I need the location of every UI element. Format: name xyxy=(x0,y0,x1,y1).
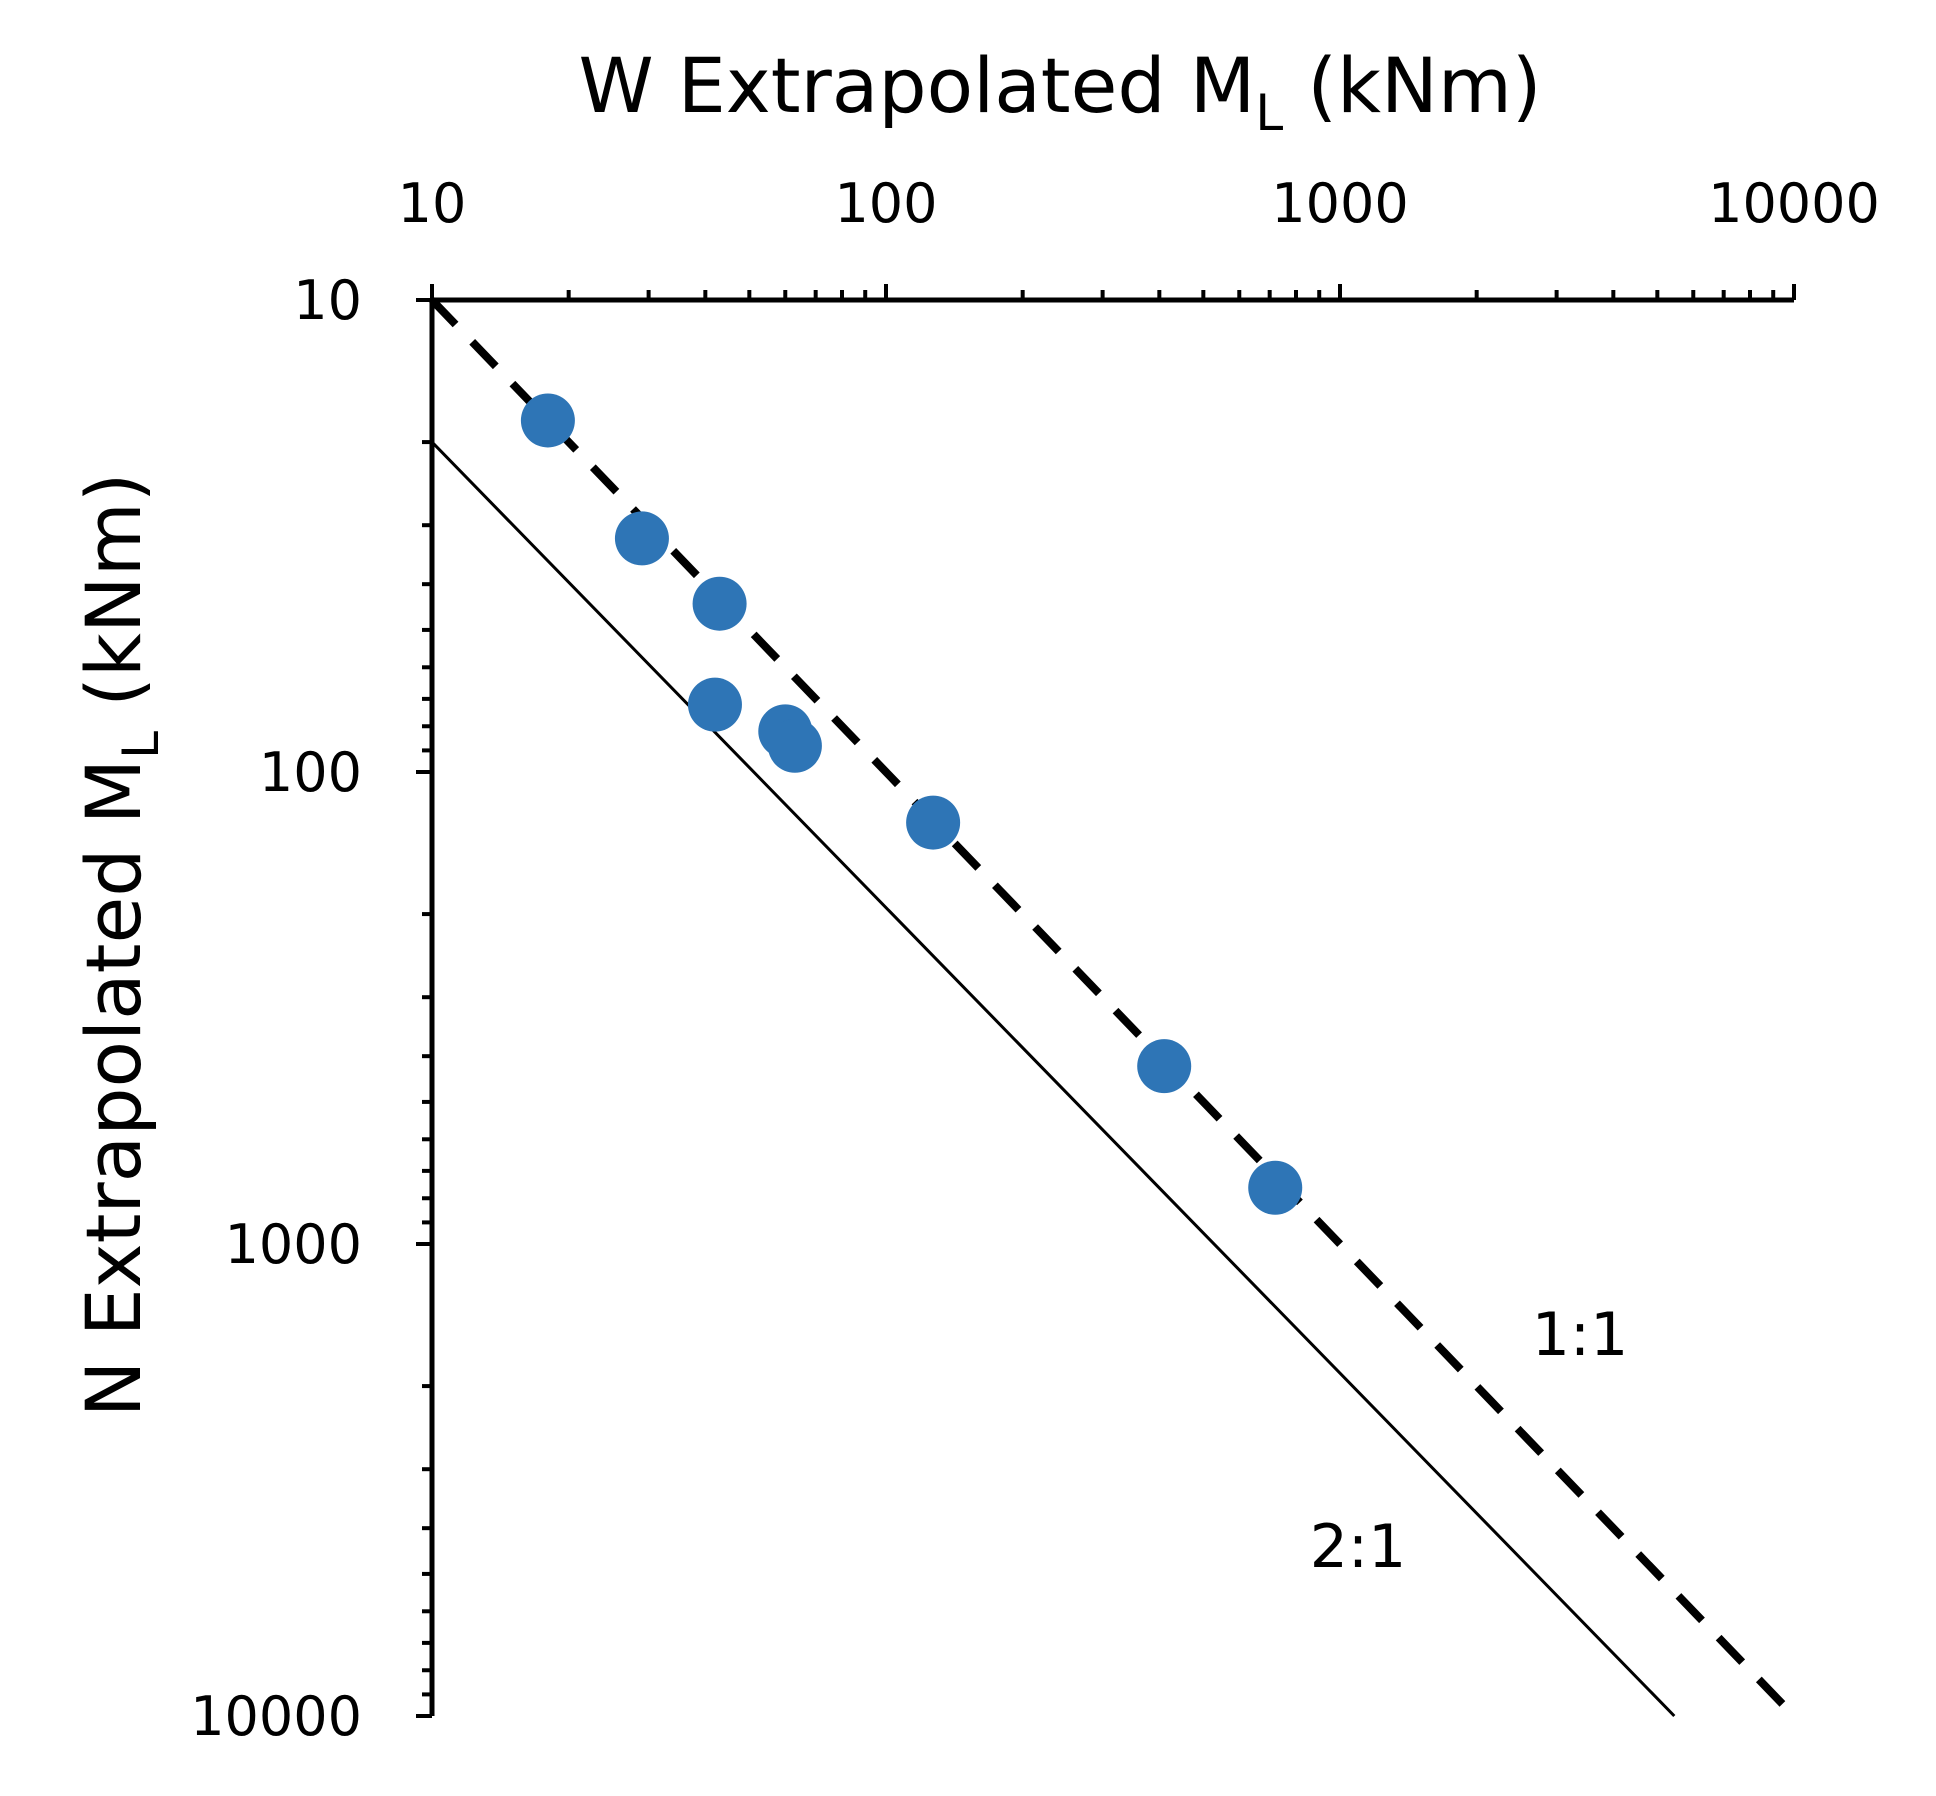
annotation-1to1: 1:1 xyxy=(1532,1300,1629,1370)
data-point xyxy=(1248,1160,1303,1215)
data-points xyxy=(520,393,1303,1215)
data-point xyxy=(687,677,742,732)
x-axis-ticks xyxy=(430,284,1796,300)
x-tick-label: 100 xyxy=(834,172,937,235)
y-tick-label: 100 xyxy=(259,741,362,804)
x-axis-title: W Extrapolated ML (kNm) xyxy=(578,41,1541,142)
reference-line-1to1 xyxy=(429,297,1797,1719)
y-axis-title: N Extrapolated ML (kNm) xyxy=(69,473,170,1418)
data-point xyxy=(767,718,822,773)
x-tick-label: 10000 xyxy=(1708,172,1880,235)
x-tick-label: 1000 xyxy=(1271,172,1408,235)
y-axis-ticks xyxy=(416,298,432,1718)
data-point xyxy=(906,795,961,850)
x-tick-label: 10 xyxy=(398,172,467,235)
reference-line-2to1 xyxy=(430,441,1676,1718)
data-point xyxy=(614,511,669,566)
y-tick-label: 1000 xyxy=(225,1213,362,1276)
y-tick-label: 10000 xyxy=(190,1685,362,1748)
y-tick-label: 10 xyxy=(293,269,362,332)
data-point xyxy=(1137,1039,1192,1094)
annotation-2to1: 2:1 xyxy=(1310,1512,1407,1582)
data-point xyxy=(692,576,747,631)
data-point xyxy=(520,393,575,448)
